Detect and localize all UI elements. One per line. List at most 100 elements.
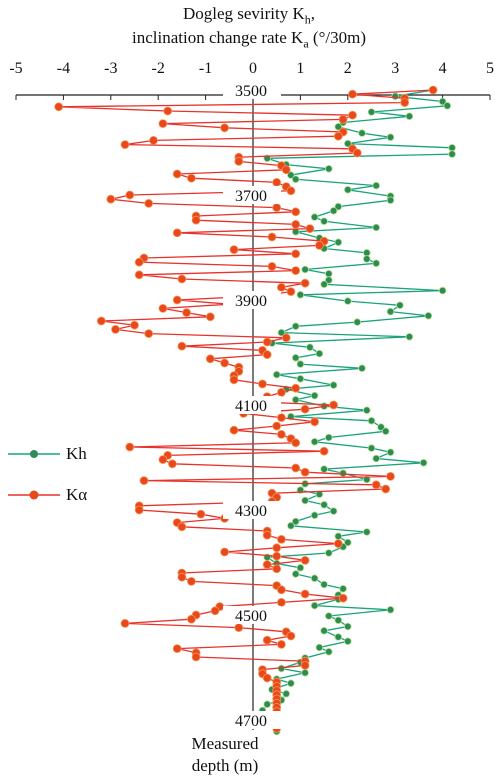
point-ka	[276, 640, 286, 649]
point-ka	[144, 329, 154, 339]
point-ka	[300, 278, 310, 288]
point-ka	[191, 215, 201, 225]
point-kh	[301, 496, 309, 505]
point-kh	[353, 318, 362, 326]
point-ka	[111, 324, 120, 334]
point-ka	[300, 589, 310, 599]
point-kh	[334, 123, 343, 131]
y-axis-label-line2: depth (m)	[191, 756, 259, 775]
point-ka	[400, 98, 410, 107]
point-ka	[120, 619, 130, 628]
point-ka	[134, 505, 144, 515]
point-kh	[296, 374, 305, 383]
point-kh	[405, 112, 414, 121]
point-ka	[134, 257, 144, 267]
point-ka	[191, 652, 201, 662]
point-ka	[300, 661, 310, 670]
point-kh	[287, 521, 295, 530]
point-kh	[334, 616, 343, 625]
point-ka	[229, 425, 239, 435]
point-ka	[333, 131, 343, 141]
point-kh	[324, 647, 333, 656]
point-ka	[229, 375, 239, 385]
depth-tick-bg	[223, 186, 281, 204]
point-kh	[272, 370, 281, 379]
x-tick-label: -4	[57, 60, 70, 77]
legend-label-kh: Kh	[66, 444, 87, 464]
point-kh	[339, 469, 347, 478]
point-kh	[310, 213, 319, 221]
point-kh	[324, 165, 333, 173]
title-line-2: inclination change rate Ka (°/30m)	[131, 28, 366, 51]
point-kh	[438, 286, 447, 295]
point-kh	[315, 349, 324, 358]
point-ka	[333, 539, 343, 548]
point-ka	[281, 165, 291, 175]
point-ka	[262, 530, 272, 540]
depth-tick-label: 4700	[235, 713, 267, 730]
point-kh	[372, 181, 381, 190]
point-kh	[315, 643, 324, 652]
point-ka	[291, 463, 301, 473]
point-kh	[291, 395, 300, 404]
x-tick-label: 3	[391, 60, 399, 77]
point-kh	[291, 322, 300, 331]
point-ka	[329, 400, 339, 410]
point-ka	[267, 261, 277, 271]
point-ka	[338, 115, 348, 124]
point-ka	[348, 110, 357, 120]
depth-tick-bg	[223, 606, 281, 624]
point-kh	[291, 175, 300, 184]
point-kh	[343, 637, 352, 646]
point-kh	[334, 633, 343, 641]
y-axis-label-line1: Measured	[191, 734, 259, 753]
point-ka	[130, 320, 139, 330]
point-kh	[306, 343, 314, 352]
point-ka	[196, 509, 206, 519]
point-kh	[367, 108, 376, 116]
point-kh	[310, 437, 319, 446]
point-kh	[362, 528, 371, 536]
point-kh	[324, 269, 333, 278]
point-ka	[281, 333, 291, 343]
x-tick-label: 1	[296, 60, 304, 77]
point-ka	[286, 186, 296, 196]
point-ka	[300, 556, 310, 565]
depth-tick-label: 4100	[235, 398, 267, 415]
point-ka	[352, 148, 362, 158]
point-kh	[296, 360, 305, 368]
point-kh	[324, 276, 333, 284]
point-ka	[220, 358, 230, 368]
point-kh	[343, 139, 352, 148]
point-kh	[362, 255, 371, 263]
depth-tick-label: 3700	[235, 188, 267, 205]
point-ka	[172, 169, 182, 179]
point-ka	[106, 194, 116, 204]
x-tick-label: 2	[344, 60, 352, 77]
legend-marker-kh	[8, 450, 60, 459]
point-ka	[177, 572, 187, 582]
point-kh	[424, 311, 433, 320]
x-tick-label: -5	[9, 60, 22, 77]
point-ka	[258, 379, 267, 389]
point-ka	[428, 85, 438, 95]
point-kh	[310, 601, 319, 610]
y-axis-label: Measured depth (m)	[180, 733, 270, 777]
point-ka	[272, 203, 282, 213]
label-layer: -5 -4 -3 -2 -1 0 1 2 3 4 5 3500 3700 3900 4100 4300 4500…	[9, 60, 494, 730]
point-kh	[291, 570, 300, 578]
point-ka	[291, 249, 301, 259]
point-ka	[291, 266, 301, 276]
point-ka	[182, 308, 192, 318]
depth-tick-label: 4500	[235, 608, 267, 625]
x-tick-label: 4	[439, 60, 447, 77]
point-ka	[220, 123, 230, 133]
point-kh	[334, 532, 343, 541]
point-kh	[377, 423, 385, 431]
point-kh	[310, 511, 319, 520]
point-ka	[276, 429, 286, 439]
point-kh	[291, 353, 300, 362]
point-kh	[310, 574, 319, 583]
point-ka	[272, 551, 282, 561]
point-kh	[419, 458, 428, 467]
